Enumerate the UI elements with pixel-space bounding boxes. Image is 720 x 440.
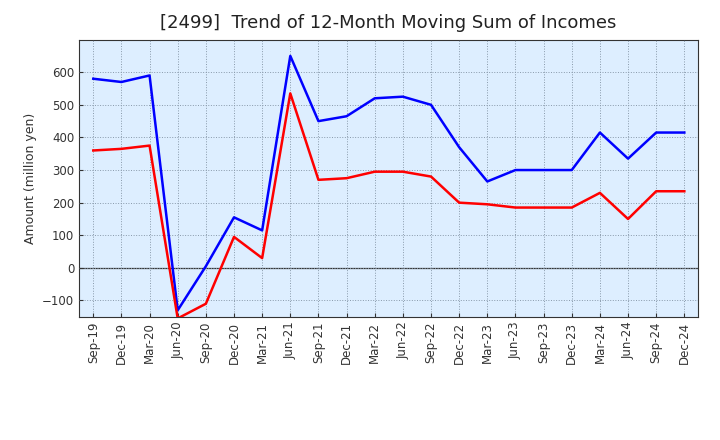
Net Income	[539, 205, 548, 210]
Net Income	[230, 234, 238, 239]
Net Income	[342, 176, 351, 181]
Net Income	[680, 189, 688, 194]
Ordinary Income	[117, 79, 126, 84]
Net Income	[174, 316, 182, 321]
Y-axis label: Amount (million yen): Amount (million yen)	[24, 113, 37, 244]
Ordinary Income	[370, 95, 379, 101]
Ordinary Income	[89, 76, 98, 81]
Net Income	[314, 177, 323, 183]
Ordinary Income	[511, 167, 520, 172]
Net Income	[455, 200, 464, 205]
Net Income	[567, 205, 576, 210]
Ordinary Income	[230, 215, 238, 220]
Net Income	[286, 91, 294, 96]
Net Income	[145, 143, 154, 148]
Net Income	[483, 202, 492, 207]
Ordinary Income	[314, 118, 323, 124]
Ordinary Income	[595, 130, 604, 135]
Net Income	[202, 301, 210, 306]
Net Income	[370, 169, 379, 174]
Ordinary Income	[258, 228, 266, 233]
Ordinary Income	[539, 167, 548, 172]
Net Income	[624, 216, 632, 222]
Ordinary Income	[427, 102, 436, 107]
Net Income	[511, 205, 520, 210]
Net Income	[258, 256, 266, 261]
Ordinary Income	[483, 179, 492, 184]
Ordinary Income	[455, 145, 464, 150]
Ordinary Income	[174, 308, 182, 313]
Text: [2499]  Trend of 12-Month Moving Sum of Incomes: [2499] Trend of 12-Month Moving Sum of I…	[160, 15, 616, 33]
Net Income	[399, 169, 408, 174]
Ordinary Income	[342, 114, 351, 119]
Ordinary Income	[286, 53, 294, 59]
Ordinary Income	[202, 264, 210, 269]
Ordinary Income	[145, 73, 154, 78]
Ordinary Income	[652, 130, 660, 135]
Net Income	[427, 174, 436, 179]
Ordinary Income	[680, 130, 688, 135]
Net Income	[652, 189, 660, 194]
Ordinary Income	[624, 156, 632, 161]
Net Income	[595, 190, 604, 195]
Ordinary Income	[567, 167, 576, 172]
Net Income	[89, 148, 98, 153]
Ordinary Income	[399, 94, 408, 99]
Net Income	[117, 146, 126, 151]
Line: Net Income: Net Income	[94, 93, 684, 319]
Line: Ordinary Income: Ordinary Income	[94, 56, 684, 310]
